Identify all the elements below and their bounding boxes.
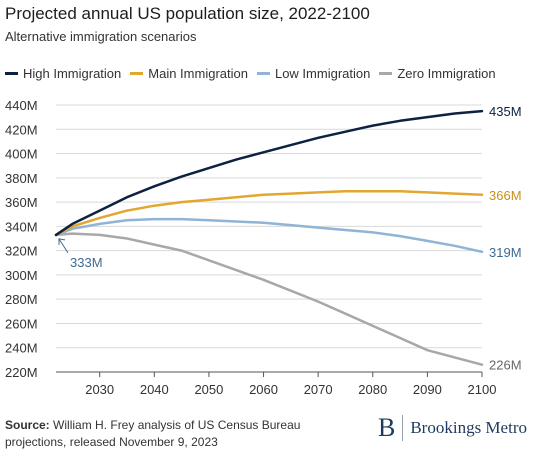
source-note: Source: William H. Frey analysis of US C… [5,417,335,451]
y-tick-label-260: 260M [5,316,38,331]
brand-name: Brookings Metro [410,418,527,437]
chart-title: Projected annual US population size, 202… [5,4,370,23]
end-label-low: 319M [489,245,522,260]
y-tick-label-240: 240M [5,341,38,356]
y-tick-label-220: 220M [5,365,38,380]
source-text: William H. Frey analysis of US Census Bu… [5,418,301,449]
legend-item-low: Low Immigration [256,65,371,81]
series-line-main [54,189,484,237]
y-tick-label-380: 380M [5,171,38,186]
x-tick-label-2030: 2030 [85,382,114,397]
legend-item-high: High Immigration [5,66,121,81]
legend-swatch-main [130,71,144,75]
legend-item-main: Main Immigration [130,66,248,81]
start-annotation-label: 333M [70,255,103,270]
y-tick-label-360: 360M [5,195,38,210]
x-tick-label-2080: 2080 [358,382,387,397]
x-tick-label-2040: 2040 [140,382,169,397]
y-tick-label-320: 320M [5,244,38,259]
end-label-main: 366M [489,188,522,203]
y-tick-label-400: 400M [5,147,38,162]
legend-label-main: Main Immigration [148,65,248,81]
x-tick-label-2090: 2090 [413,382,442,397]
x-tick-label-2050: 2050 [194,382,223,397]
x-tick-label-2060: 2060 [249,382,278,397]
series-line-zero [54,232,484,366]
legend-item-zero: Zero Immigration [379,65,496,81]
x-tick-label-2070: 2070 [304,382,333,397]
x-tick-label-2100: 2100 [468,382,497,397]
legend-swatch-high [5,71,18,75]
y-tick-label-340: 340M [5,219,38,234]
legend-label-high: High Immigration [23,65,122,81]
legend-label-low: Low Immigration [274,65,371,81]
brand-mark-icon: B [378,415,404,441]
end-label-high: 435M [489,104,522,119]
end-label-zero: 226M [489,358,522,373]
y-tick-label-300: 300M [5,268,38,283]
start-annotation-arrowhead [58,238,66,245]
brookings-logo: B Brookings Metro [378,415,527,441]
chart-legend: High Immigration Main Immigration Low Im… [5,64,505,82]
series-line-high [54,109,484,237]
legend-swatch-low [256,71,270,75]
legend-swatch-zero [379,71,393,75]
start-annotation-arrow [58,238,69,254]
y-tick-label-280: 280M [5,292,38,307]
series-line-low [54,217,484,254]
chart-subtitle: Alternative immigration scenarios [5,29,197,44]
legend-label-zero: Zero Immigration [397,65,496,81]
y-tick-label-420: 420M [5,122,38,137]
y-tick-label-440: 440M [5,98,38,113]
source-label: Source: [5,418,50,432]
